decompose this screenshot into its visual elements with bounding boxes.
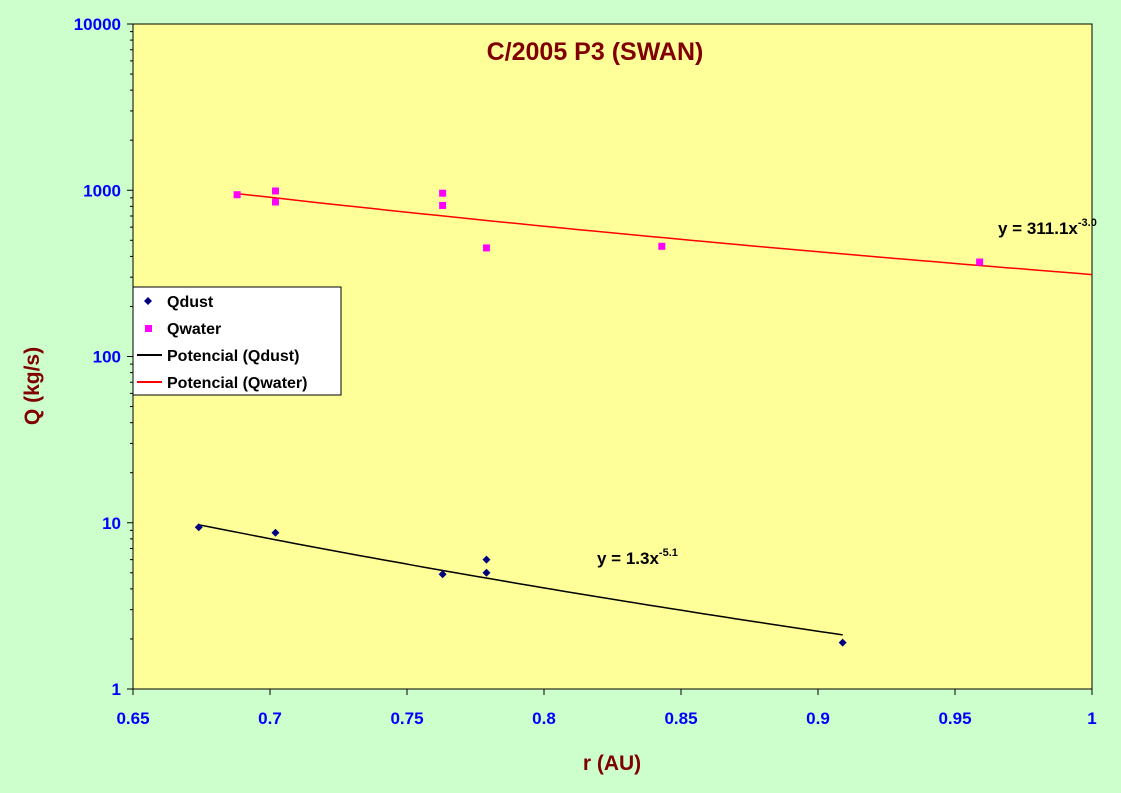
legend-qdust-marker — [144, 297, 152, 305]
legend-qwater-trend-label: Potencial (Qwater) — [167, 375, 307, 392]
qwater-trend-equation: y = 311.1x-3.0 — [998, 217, 1097, 238]
legend-qdust-label: Qdust — [167, 294, 214, 311]
qwater-point — [439, 189, 447, 197]
legend: Qdust Qwater Potencial (Qdust) Potencial… — [132, 286, 342, 396]
x-tick-label: 0.85 — [664, 709, 697, 728]
x-tick-label: 0.65 — [116, 709, 149, 728]
x-axis: 0.65 0.7 0.75 0.8 0.85 0.9 0.95 1 — [116, 689, 1097, 728]
qwater-trendline — [237, 192, 1093, 276]
qdust-trend-equation: y = 1.3x-5.1 — [597, 547, 678, 568]
qdust-trendline — [198, 524, 843, 636]
trendlines — [198, 192, 1093, 636]
data-points — [194, 187, 984, 647]
qwater-point — [271, 187, 279, 195]
y-axis: 1 10 100 1000 10000 — [74, 15, 133, 699]
chart-title: C/2005 P3 (SWAN) — [487, 38, 704, 66]
y-tick-label: 1 — [112, 680, 121, 699]
y-tick-label: 1000 — [83, 181, 121, 200]
x-tick-label: 0.8 — [532, 709, 556, 728]
qdust-point — [438, 570, 447, 579]
legend-qwater-marker — [145, 325, 152, 332]
x-tick-label: 1 — [1087, 709, 1096, 728]
x-tick-label: 0.95 — [938, 709, 971, 728]
legend-box — [132, 286, 342, 396]
qdust-point — [838, 638, 847, 647]
y-axis-title: Q (kg/s) — [21, 347, 44, 425]
x-tick-label: 0.9 — [806, 709, 830, 728]
y-tick-label: 10000 — [74, 15, 121, 34]
x-tick-label: 0.7 — [258, 709, 282, 728]
qdust-point — [482, 555, 491, 564]
x-axis-title: r (AU) — [583, 752, 641, 775]
qwater-point — [976, 258, 984, 266]
qwater-point — [482, 244, 490, 252]
legend-qwater-label: Qwater — [167, 321, 221, 338]
qdust-point — [482, 568, 491, 577]
qwater-point — [271, 198, 279, 206]
qwater-point — [233, 191, 241, 199]
qdust-point — [194, 523, 203, 532]
qdust-point — [271, 528, 280, 537]
qwater-point — [658, 242, 666, 250]
x-tick-label: 0.75 — [390, 709, 423, 728]
y-tick-label: 100 — [93, 348, 121, 367]
y-tick-label: 10 — [102, 514, 121, 533]
qwater-point — [439, 201, 447, 209]
legend-qdust-trend-label: Potencial (Qdust) — [167, 348, 299, 365]
